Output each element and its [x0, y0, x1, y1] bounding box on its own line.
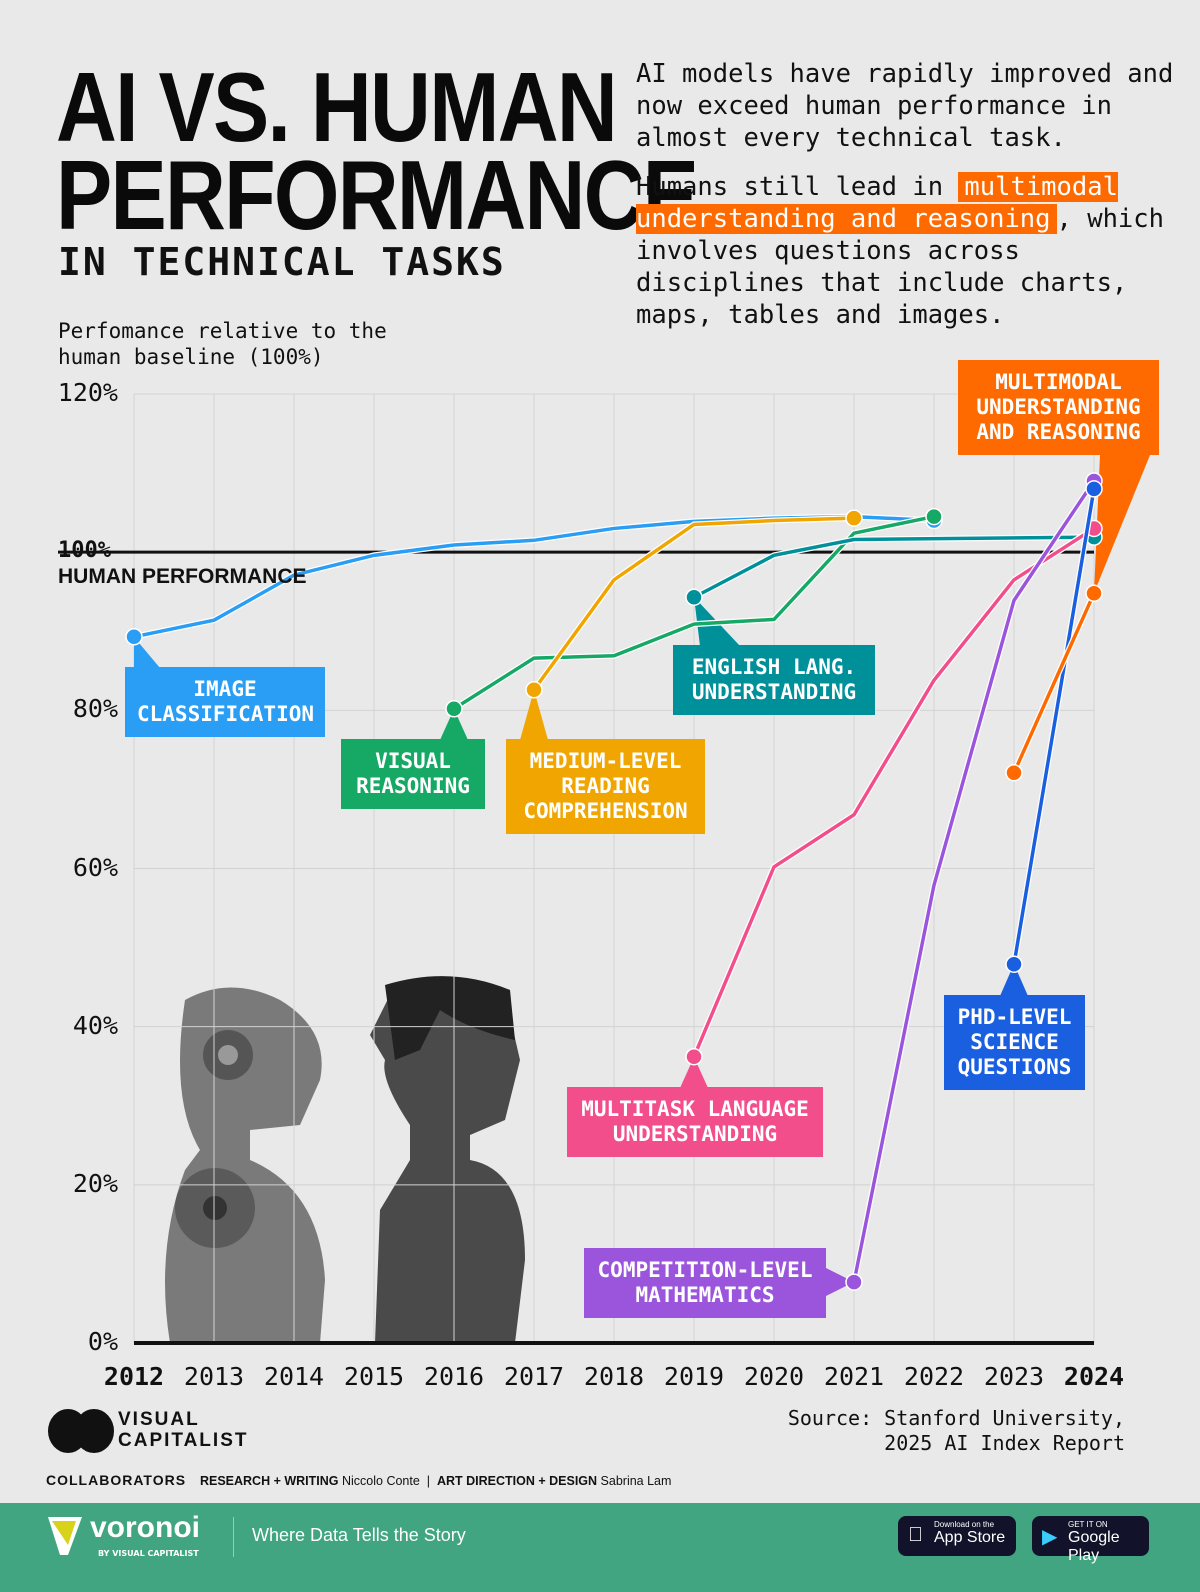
- x-tick-label: 2022: [903, 1362, 965, 1391]
- description-2: Humans still lead in multimodal understa…: [636, 171, 1176, 331]
- series-line-outline: [691, 525, 1096, 1058]
- subtitle: IN TECHNICAL TASKS: [58, 240, 506, 284]
- robot-and-human-illustration: [165, 976, 525, 1343]
- baseline-text: HUMAN PERFORMANCE: [58, 565, 307, 588]
- y-tick-label: 60%: [72, 852, 118, 882]
- series-endpoint: [845, 509, 863, 527]
- label-competition-mathematics: COMPETITION-LEVEL MATHEMATICS: [584, 1248, 826, 1318]
- title-line-1: AI VS. HUMAN: [56, 52, 618, 162]
- collaborators: COLLABORATORS RESEARCH + WRITING Niccolo…: [46, 1472, 672, 1488]
- google-play-button[interactable]: ▶ GET IT ON Google Play: [1032, 1516, 1149, 1564]
- label-phd-science: PHD-LEVEL SCIENCE QUESTIONS: [944, 995, 1085, 1090]
- series-endpoint: [1085, 584, 1103, 603]
- x-tick-label: 2012: [103, 1362, 165, 1391]
- series-endpoint: [685, 1047, 703, 1066]
- voronoi-logo-icon: [48, 1517, 82, 1555]
- series-line-1: [453, 514, 935, 711]
- label-pointer: [440, 709, 468, 740]
- x-tick-label: 2019: [663, 1362, 725, 1391]
- label-pointer: [680, 1057, 708, 1088]
- x-tick-label: 2013: [183, 1362, 245, 1391]
- x-tick-label: 2018: [583, 1362, 645, 1391]
- appstore-small: Download on the: [934, 1520, 995, 1529]
- x-tick-label: 2020: [743, 1362, 805, 1391]
- series-line-2: [532, 516, 855, 691]
- x-tick-label: 2014: [263, 1362, 325, 1391]
- description-1: AI models have rapidly improved and now …: [636, 59, 1174, 153]
- label-multimodal-reasoning: MULTIMODAL UNDERSTANDING AND REASONING: [958, 360, 1159, 455]
- x-tick-label: 2024: [1063, 1362, 1125, 1391]
- y-tick-label: 20%: [72, 1168, 118, 1198]
- series-line-5: [852, 480, 1096, 1283]
- x-tick-label: 2023: [983, 1362, 1045, 1391]
- play-small: GET IT ON: [1068, 1520, 1108, 1529]
- y-axis-label: Perfomance relative to the human baselin…: [58, 319, 387, 369]
- label-visual-reasoning: VISUAL REASONING: [341, 739, 485, 809]
- x-tick-label: 2016: [423, 1362, 485, 1391]
- play-icon: ▶: [1042, 1526, 1058, 1548]
- label-multitask-language-understanding: MULTITASK LANGUAGE UNDERSTANDING: [567, 1087, 823, 1157]
- design-name: Sabrina Lam: [600, 1474, 672, 1488]
- visual-capitalist-logo-icon: [48, 1409, 114, 1453]
- research-label: RESEARCH + WRITING: [199, 1474, 339, 1488]
- y-tick-label: 0%: [87, 1327, 118, 1356]
- series-endpoint: [1085, 480, 1103, 498]
- y-tick-label: 120%: [57, 378, 118, 407]
- human-baseline-label: 100% HUMAN PERFORMANCE: [58, 538, 307, 590]
- label-pointer: [134, 637, 160, 668]
- source: Source: Stanford University, 2025 AI Ind…: [787, 1406, 1125, 1455]
- series-line-7: [1012, 592, 1096, 774]
- series-endpoint: [925, 507, 943, 526]
- y-tick-label: 80%: [72, 694, 118, 724]
- collaborators-heading: COLLABORATORS: [46, 1472, 187, 1488]
- visual-capitalist-logo: VISUAL CAPITALIST: [46, 1405, 266, 1455]
- play-label: Google Play: [1068, 1529, 1120, 1564]
- series-line-4: [692, 526, 1095, 1058]
- voronoi-sub: BY VISUAL CAPITALIST: [98, 1549, 199, 1558]
- apple-icon: : [908, 1524, 923, 1547]
- x-tick-label: 2017: [503, 1362, 565, 1391]
- label-pointer: [1094, 455, 1150, 593]
- title-line-2: PERFORMANCE: [56, 140, 699, 250]
- series-endpoint: [1005, 955, 1023, 973]
- series-line-3: [693, 535, 1095, 599]
- footer-bar: voronoi BY VISUAL CAPITALIST Where Data …: [0, 1503, 1200, 1592]
- voronoi-brand[interactable]: voronoi: [90, 1511, 200, 1544]
- label-image-classification: IMAGE CLASSIFICATION: [125, 667, 325, 737]
- y-tick-label: 40%: [72, 1010, 118, 1040]
- series-endpoint: [445, 700, 463, 718]
- series-endpoint: [845, 1273, 863, 1291]
- label-reading-comprehension: MEDIUM-LEVEL READING COMPREHENSION: [506, 739, 705, 834]
- baseline-value: 100%: [58, 538, 111, 563]
- divider: [233, 1517, 234, 1557]
- logo-text: VISUAL CAPITALIST: [118, 1409, 249, 1451]
- x-tick-label: 2021: [823, 1362, 885, 1391]
- label-pointer: [1000, 964, 1028, 996]
- series-endpoint: [525, 681, 543, 699]
- series-line-6: [1012, 488, 1096, 965]
- series-endpoint: [1005, 764, 1023, 782]
- x-tick-label: 2015: [343, 1362, 405, 1391]
- description-2-pre: Humans still lead in: [636, 172, 959, 202]
- tagline: Where Data Tells the Story: [252, 1525, 466, 1545]
- description-2-post: , which involves questions across discip…: [636, 204, 1164, 330]
- label-pointer: [826, 1268, 854, 1296]
- series-line-outline: [851, 479, 1097, 1283]
- label-pointer: [520, 690, 548, 740]
- appstore-label: App Store: [934, 1529, 1006, 1546]
- series-endpoint: [125, 628, 143, 646]
- design-label: ART DIRECTION + DESIGN: [436, 1474, 598, 1488]
- label-english-language-understanding: ENGLISH LANG. UNDERSTANDING: [673, 645, 875, 715]
- research-name: Niccolo Conte: [342, 1474, 420, 1488]
- series-endpoint: [685, 588, 703, 606]
